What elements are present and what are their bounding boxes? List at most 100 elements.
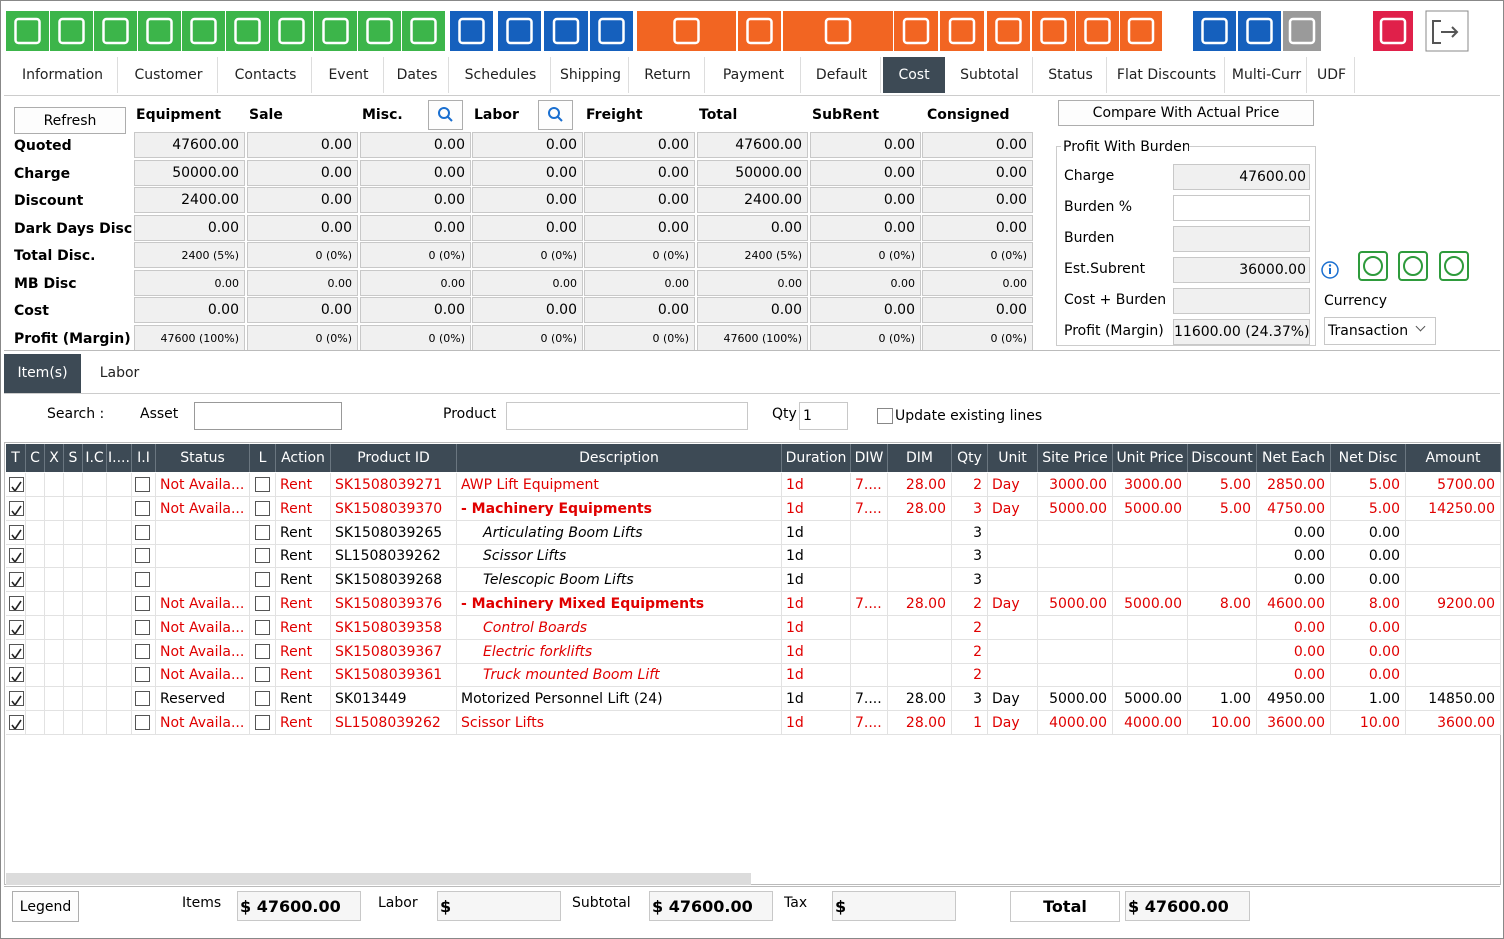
search-icon[interactable] bbox=[538, 100, 573, 130]
row-checkbox[interactable] bbox=[255, 667, 270, 683]
row-checkbox[interactable] bbox=[135, 524, 150, 540]
row-checkbox[interactable] bbox=[9, 667, 24, 683]
toolbar-button[interactable] bbox=[544, 11, 588, 51]
column-header[interactable]: L bbox=[250, 444, 276, 472]
row-checkbox[interactable] bbox=[9, 500, 24, 516]
tab[interactable]: Multi-Curr bbox=[1227, 57, 1307, 93]
toolbar-button[interactable] bbox=[358, 11, 401, 51]
update-checkbox[interactable] bbox=[877, 408, 893, 424]
column-header[interactable]: Product ID bbox=[331, 444, 457, 472]
tab[interactable]: Subtotal bbox=[947, 57, 1033, 93]
toolbar-button[interactable] bbox=[94, 11, 137, 51]
toolbar-button[interactable] bbox=[987, 11, 1030, 51]
row-checkbox[interactable] bbox=[255, 596, 270, 611]
row-checkbox[interactable] bbox=[9, 715, 24, 730]
row-checkbox[interactable] bbox=[135, 477, 150, 492]
h-scrollbar-thumb[interactable] bbox=[6, 873, 751, 885]
tab[interactable]: Default bbox=[803, 57, 881, 93]
row-checkbox[interactable] bbox=[255, 477, 270, 492]
row-checkbox[interactable] bbox=[135, 596, 150, 611]
tab[interactable]: UDF bbox=[1309, 57, 1355, 93]
tab[interactable]: Flat Discounts bbox=[1109, 57, 1225, 93]
column-header[interactable]: Qty bbox=[952, 444, 988, 472]
row-checkbox[interactable] bbox=[9, 572, 24, 588]
column-header[interactable]: Description bbox=[457, 444, 782, 472]
toolbar-button[interactable] bbox=[450, 11, 493, 51]
row-checkbox[interactable] bbox=[135, 715, 150, 730]
toolbar-button[interactable] bbox=[270, 11, 313, 51]
row-checkbox[interactable] bbox=[255, 619, 270, 635]
search-icon[interactable] bbox=[428, 100, 463, 130]
tab[interactable]: Dates bbox=[386, 57, 449, 93]
column-header[interactable]: C bbox=[26, 444, 45, 472]
column-header[interactable]: I.C bbox=[83, 444, 107, 472]
action-icon[interactable] bbox=[1358, 251, 1388, 281]
currency-select[interactable]: Transaction bbox=[1324, 317, 1436, 345]
row-checkbox[interactable] bbox=[255, 643, 270, 659]
row-checkbox[interactable] bbox=[255, 572, 270, 588]
row-checkbox[interactable] bbox=[255, 524, 270, 540]
row-checkbox[interactable] bbox=[9, 548, 24, 564]
toolbar-button[interactable] bbox=[1238, 11, 1281, 51]
column-header[interactable]: DIM bbox=[888, 444, 952, 472]
column-header[interactable]: Duration bbox=[782, 444, 851, 472]
tab[interactable]: Return bbox=[631, 57, 705, 93]
tab[interactable]: Information bbox=[8, 57, 118, 93]
column-header[interactable]: I.... bbox=[107, 444, 132, 472]
toolbar-button[interactable] bbox=[182, 11, 225, 51]
column-header[interactable]: S bbox=[64, 444, 83, 472]
toolbar-button[interactable] bbox=[1032, 11, 1075, 51]
column-header[interactable]: T bbox=[6, 444, 26, 472]
action-icon[interactable] bbox=[1398, 251, 1428, 281]
qty-input[interactable]: 1 bbox=[799, 402, 848, 430]
toolbar-button[interactable] bbox=[226, 11, 269, 51]
row-checkbox[interactable] bbox=[255, 691, 270, 707]
action-icon[interactable] bbox=[1439, 251, 1469, 281]
row-checkbox[interactable] bbox=[9, 691, 24, 707]
column-header[interactable]: I.I bbox=[132, 444, 156, 472]
row-checkbox[interactable] bbox=[255, 715, 270, 730]
toolbar-button[interactable] bbox=[1373, 11, 1413, 51]
tab[interactable]: Event bbox=[314, 57, 384, 93]
row-checkbox[interactable] bbox=[255, 548, 270, 564]
row-checkbox[interactable] bbox=[9, 477, 24, 492]
subtab[interactable]: Item(s) bbox=[4, 354, 81, 393]
toolbar-button[interactable] bbox=[1193, 11, 1236, 51]
toolbar-button[interactable] bbox=[1283, 11, 1321, 51]
toolbar-button[interactable] bbox=[138, 11, 181, 51]
toolbar-button[interactable] bbox=[6, 11, 49, 51]
column-header[interactable]: Unit Price bbox=[1113, 444, 1188, 472]
toolbar-button[interactable] bbox=[1076, 11, 1119, 51]
product-input[interactable] bbox=[506, 402, 748, 430]
row-checkbox[interactable] bbox=[135, 619, 150, 635]
column-header[interactable]: Site Price bbox=[1038, 444, 1113, 472]
asset-input[interactable] bbox=[194, 402, 342, 430]
toolbar-button[interactable] bbox=[498, 11, 541, 51]
row-checkbox[interactable] bbox=[135, 572, 150, 588]
row-checkbox[interactable] bbox=[9, 643, 24, 659]
row-checkbox[interactable] bbox=[135, 500, 150, 516]
column-header[interactable]: Unit bbox=[988, 444, 1038, 472]
tab[interactable]: Contacts bbox=[220, 57, 312, 93]
toolbar-button[interactable] bbox=[1120, 11, 1162, 51]
column-header[interactable]: Net Each bbox=[1257, 444, 1331, 472]
column-header[interactable]: Amount bbox=[1406, 444, 1501, 472]
column-header[interactable]: DIW bbox=[851, 444, 888, 472]
toolbar-button[interactable] bbox=[940, 11, 984, 51]
tab[interactable]: Status bbox=[1035, 57, 1107, 93]
tab[interactable]: Schedules bbox=[451, 57, 551, 93]
column-header[interactable]: Discount bbox=[1188, 444, 1257, 472]
row-checkbox[interactable] bbox=[9, 524, 24, 540]
row-checkbox[interactable] bbox=[135, 691, 150, 707]
compare-button[interactable]: Compare With Actual Price bbox=[1058, 100, 1314, 126]
info-icon[interactable] bbox=[1319, 259, 1341, 281]
toolbar-button[interactable] bbox=[738, 11, 781, 51]
legend-button[interactable]: Legend bbox=[12, 891, 79, 922]
row-checkbox[interactable] bbox=[135, 667, 150, 683]
row-checkbox[interactable] bbox=[255, 500, 270, 516]
column-header[interactable]: Net Disc bbox=[1331, 444, 1406, 472]
toolbar-button[interactable] bbox=[50, 11, 93, 51]
row-checkbox[interactable] bbox=[135, 548, 150, 564]
toolbar-button[interactable] bbox=[314, 11, 357, 51]
refresh-button[interactable]: Refresh bbox=[14, 107, 126, 134]
